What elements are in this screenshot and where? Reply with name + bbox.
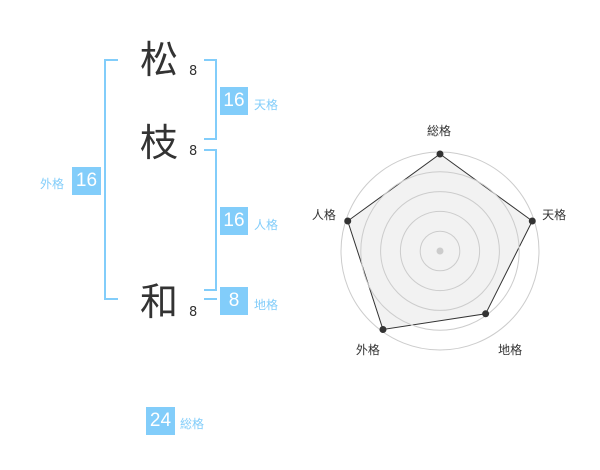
radar-ring-inner-4	[360, 171, 520, 331]
tenkaku-value: 16	[220, 87, 248, 115]
name-char-2: 枝	[140, 121, 179, 165]
radar-ring-inner-1	[419, 230, 461, 272]
gaikaku-bracket	[104, 59, 118, 300]
chikaku-value: 8	[220, 287, 248, 315]
gaikaku-value: 16	[72, 167, 101, 195]
radar-ring-inner-2	[399, 210, 481, 292]
radar-center-dot	[436, 247, 444, 255]
radar-axis-label: 天格	[542, 207, 567, 222]
soukaku-label: 総格	[180, 417, 205, 431]
radar-point-3	[379, 325, 387, 333]
stroke-count-3: 8	[189, 305, 198, 320]
radar-axis-label: 外格	[355, 342, 380, 357]
radar-point-1	[528, 217, 536, 225]
tenkaku-bracket	[204, 59, 217, 140]
jinkaku-value: 16	[220, 207, 248, 235]
name-char-1: 松	[140, 38, 179, 82]
stroke-count-2: 8	[189, 144, 198, 159]
soukaku-value: 24	[146, 407, 175, 435]
radar-polygon	[347, 153, 533, 331]
jinkaku-bracket	[204, 149, 217, 291]
radar-axis-label: 人格	[311, 207, 336, 222]
radar-ring-inner-3	[380, 191, 500, 311]
radar-point-2	[482, 310, 490, 318]
chikaku-connector	[204, 298, 217, 300]
chikaku-label: 地格	[254, 298, 279, 312]
radar-point-0	[436, 150, 444, 158]
jinkaku-label: 人格	[254, 218, 279, 232]
gaikaku-label: 外格	[40, 177, 65, 191]
radar-axis-label: 地格	[498, 342, 523, 357]
name-char-3: 和	[140, 280, 179, 324]
stroke-count-1: 8	[189, 64, 198, 79]
tenkaku-label: 天格	[254, 98, 279, 112]
radar-axis-label: 総格	[427, 124, 452, 138]
radar-point-4	[344, 217, 352, 225]
